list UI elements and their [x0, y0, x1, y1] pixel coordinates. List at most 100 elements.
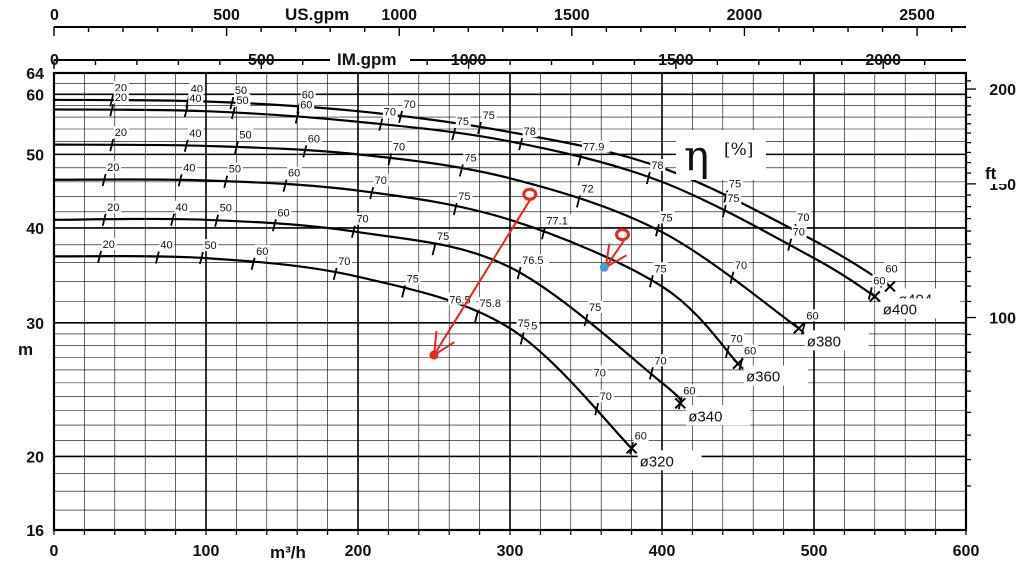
x-tick-label: 100 — [193, 543, 220, 560]
efficiency-label: 60 — [885, 264, 897, 276]
y-right-tick-label: 100 — [989, 311, 1016, 328]
ft-label-bg — [982, 162, 1008, 184]
efficiency-label: 75 — [464, 152, 476, 164]
efficiency-label: 77.1 — [546, 215, 567, 227]
efficiency-label-bg — [159, 238, 175, 251]
pump-curve — [53, 108, 876, 298]
efficiency-label: 70 — [356, 214, 368, 226]
efficiency-label: 50 — [220, 203, 232, 215]
efficiency-tick — [109, 94, 115, 107]
efficiency-label-bg — [255, 244, 271, 257]
y-right-tick-label: 200 — [989, 82, 1016, 99]
efficiency-tick — [629, 442, 634, 455]
y-left-label: m — [18, 340, 33, 359]
efficiency-label: 60 — [806, 310, 818, 322]
efficiency-tick — [576, 195, 581, 208]
efficiency-tick — [109, 138, 115, 152]
efficiency-label: 20 — [107, 202, 119, 214]
efficiency-tick — [351, 225, 356, 238]
efficiency-label-bg — [106, 160, 122, 173]
efficiency-tick — [223, 175, 229, 188]
efficiency-tick — [282, 179, 288, 192]
im-gpm-tick-label: 500 — [248, 52, 275, 69]
curve-diameter-label: ø380 — [807, 333, 841, 350]
x-bottom-label: m³/h — [270, 543, 306, 562]
efficiency-label-bg — [522, 125, 538, 138]
efficiency-label-bg — [455, 115, 471, 128]
efficiency-label-bg — [545, 214, 574, 227]
efficiency-tick — [677, 397, 683, 410]
efficiency-tick — [199, 251, 204, 265]
efficiency-label: 60 — [300, 99, 312, 111]
pump-curve — [53, 254, 633, 450]
efficiency-tick — [302, 145, 308, 158]
efficiency-label: 75 — [437, 231, 449, 243]
efficiency-label-bg — [478, 297, 507, 310]
x-tick-label: 300 — [497, 543, 524, 560]
efficiency-label-bg — [516, 316, 532, 329]
us-gpm-tick-label: 2000 — [727, 7, 763, 24]
efficiency-label-bg — [373, 174, 389, 187]
pump-curves: ø404ø400ø380ø360ø340ø320 — [53, 98, 960, 471]
curve-diameter-label: ø340 — [688, 408, 722, 425]
efficiency-label: 50 — [204, 240, 216, 252]
efficiency-label: 60 — [256, 246, 268, 258]
efficiency-tick — [648, 275, 654, 288]
efficiency-label-bg — [306, 132, 322, 145]
efficiency-label: 70 — [600, 391, 612, 403]
efficiency-label-bg — [884, 262, 900, 275]
efficiency-tick — [518, 137, 524, 151]
efficiency-tick — [519, 332, 525, 345]
efficiency-tick — [541, 227, 546, 240]
efficiency-label: 50 — [229, 164, 241, 176]
efficiency-label: 40 — [183, 162, 195, 174]
efficiency-label-bg — [337, 254, 353, 267]
annotation-arrow-line — [433, 199, 531, 356]
efficiency-label-bg — [188, 126, 204, 139]
efficiency-tick — [458, 164, 464, 177]
efficiency-label-bg — [727, 177, 743, 190]
efficiency-label: 20 — [115, 127, 127, 139]
us-gpm-tick-label: 2500 — [899, 7, 935, 24]
efficiency-label-bg — [203, 239, 219, 252]
chart-axes: 0 500 1000 1500 2000 2500 0 500 1000 1500 2000 0 100… — [26, 7, 1016, 560]
efficiency-tick — [272, 219, 277, 232]
efficiency-label: 70 — [384, 107, 396, 119]
efficiency-label: 75 — [518, 318, 530, 330]
curve-label-bg — [804, 330, 869, 351]
efficiency-unit: [%] — [724, 140, 753, 160]
efficiency-label: 70 — [338, 256, 350, 268]
efficiency-label-bg — [402, 97, 418, 110]
efficiency-label: 40 — [160, 240, 172, 252]
efficiency-label-bg — [448, 292, 477, 305]
efficiency-label-bg — [592, 365, 608, 378]
efficiency-label: 70 — [375, 175, 387, 187]
efficiency-tick — [378, 118, 384, 131]
efficiency-label: 60 — [683, 385, 695, 397]
efficiency-label: 75 — [457, 116, 469, 128]
efficiency-label: 60 — [873, 275, 885, 287]
efficiency-tick — [724, 345, 730, 358]
curve-diameter-label: ø360 — [746, 369, 780, 386]
y-left-tick-label: 20 — [26, 449, 44, 466]
efficiency-label-bg — [653, 262, 669, 275]
efficiency-tick — [250, 257, 256, 270]
efficiency-label: 75 — [727, 193, 739, 205]
efficiency-label: 50 — [236, 95, 248, 107]
efficiency-label-bg — [189, 82, 205, 95]
efficiency-label: 40 — [189, 128, 201, 140]
efficiency-label-bg — [729, 332, 745, 345]
efficiency-tick — [594, 402, 600, 416]
efficiency-label-bg — [743, 344, 759, 357]
y-left-tick-label: 50 — [26, 147, 44, 164]
efficiency-label: 40 — [189, 93, 201, 105]
efficiency-label-bg — [276, 206, 292, 219]
efficiency-tick — [867, 287, 873, 300]
m-label-bg — [14, 338, 40, 360]
y-left-tick-label: 40 — [26, 221, 44, 238]
efficiency-label-bg — [299, 98, 315, 111]
efficiency-tick — [477, 121, 482, 135]
efficiency-tick — [109, 103, 115, 117]
us-gpm-tick-label: 1500 — [554, 7, 590, 24]
